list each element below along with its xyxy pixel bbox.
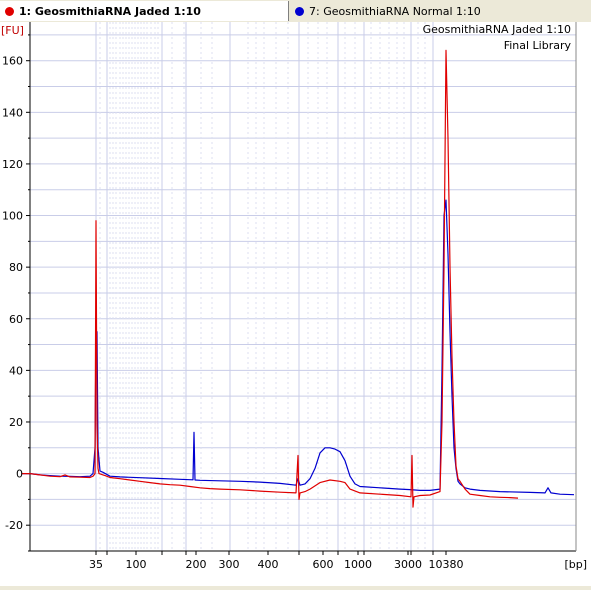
y-tick-label: 60 xyxy=(9,313,23,326)
sample-7-color-dot xyxy=(295,6,304,16)
x-tick-label: 300 xyxy=(219,558,240,571)
tab-sample-7[interactable]: 7: GeosmithiaRNA Normal 1:10 xyxy=(290,1,591,21)
x-tick-label: 1000 xyxy=(344,558,372,571)
x-tick-label: 10380 xyxy=(429,558,464,571)
x-tick-label: 200 xyxy=(186,558,207,571)
tab-sample-1[interactable]: 1: GeosmithiaRNA Jaded 1:10 xyxy=(0,1,289,21)
y-tick-label: 0 xyxy=(16,468,23,481)
sample-tab-bar: 1: GeosmithiaRNA Jaded 1:10 7: Geosmithi… xyxy=(0,0,591,23)
y-tick-label: 40 xyxy=(9,364,23,377)
x-tick-label: 3000 xyxy=(394,558,422,571)
series-jaded-trace xyxy=(22,49,519,508)
chart-title: GeosmithiaRNA Jaded 1:10 xyxy=(423,23,571,36)
x-tick-label: 400 xyxy=(258,558,279,571)
y-tick-label: -20 xyxy=(5,519,23,532)
x-tick-label: 600 xyxy=(313,558,334,571)
y-tick-label: 120 xyxy=(2,158,23,171)
x-tick-label: 100 xyxy=(126,558,147,571)
y-tick-label: 160 xyxy=(2,55,23,68)
y-tick-label: 100 xyxy=(2,210,23,223)
y-tick-label: 80 xyxy=(9,261,23,274)
x-axis-unit-label: [bp] xyxy=(564,558,587,571)
x-tick-label: 35 xyxy=(89,558,103,571)
sample-1-color-dot xyxy=(5,6,14,16)
y-tick-label: 140 xyxy=(2,106,23,119)
tab-sample-7-label: 7: GeosmithiaRNA Normal 1:10 xyxy=(309,4,481,18)
y-tick-label: 20 xyxy=(9,416,23,429)
electropherogram-chart: -20 0 20 40 60 80 100 120 140 160 35 100 200 300 400 60… xyxy=(1,22,587,571)
tab-sample-1-label: 1: GeosmithiaRNA Jaded 1:10 xyxy=(19,4,201,18)
chart-subtitle: Final Library xyxy=(504,39,572,52)
y-axis-unit-label: [FU] xyxy=(1,24,24,37)
electropherogram-plot-area: -20 0 20 40 60 80 100 120 140 160 35 100 200 300 400 60… xyxy=(0,22,591,586)
